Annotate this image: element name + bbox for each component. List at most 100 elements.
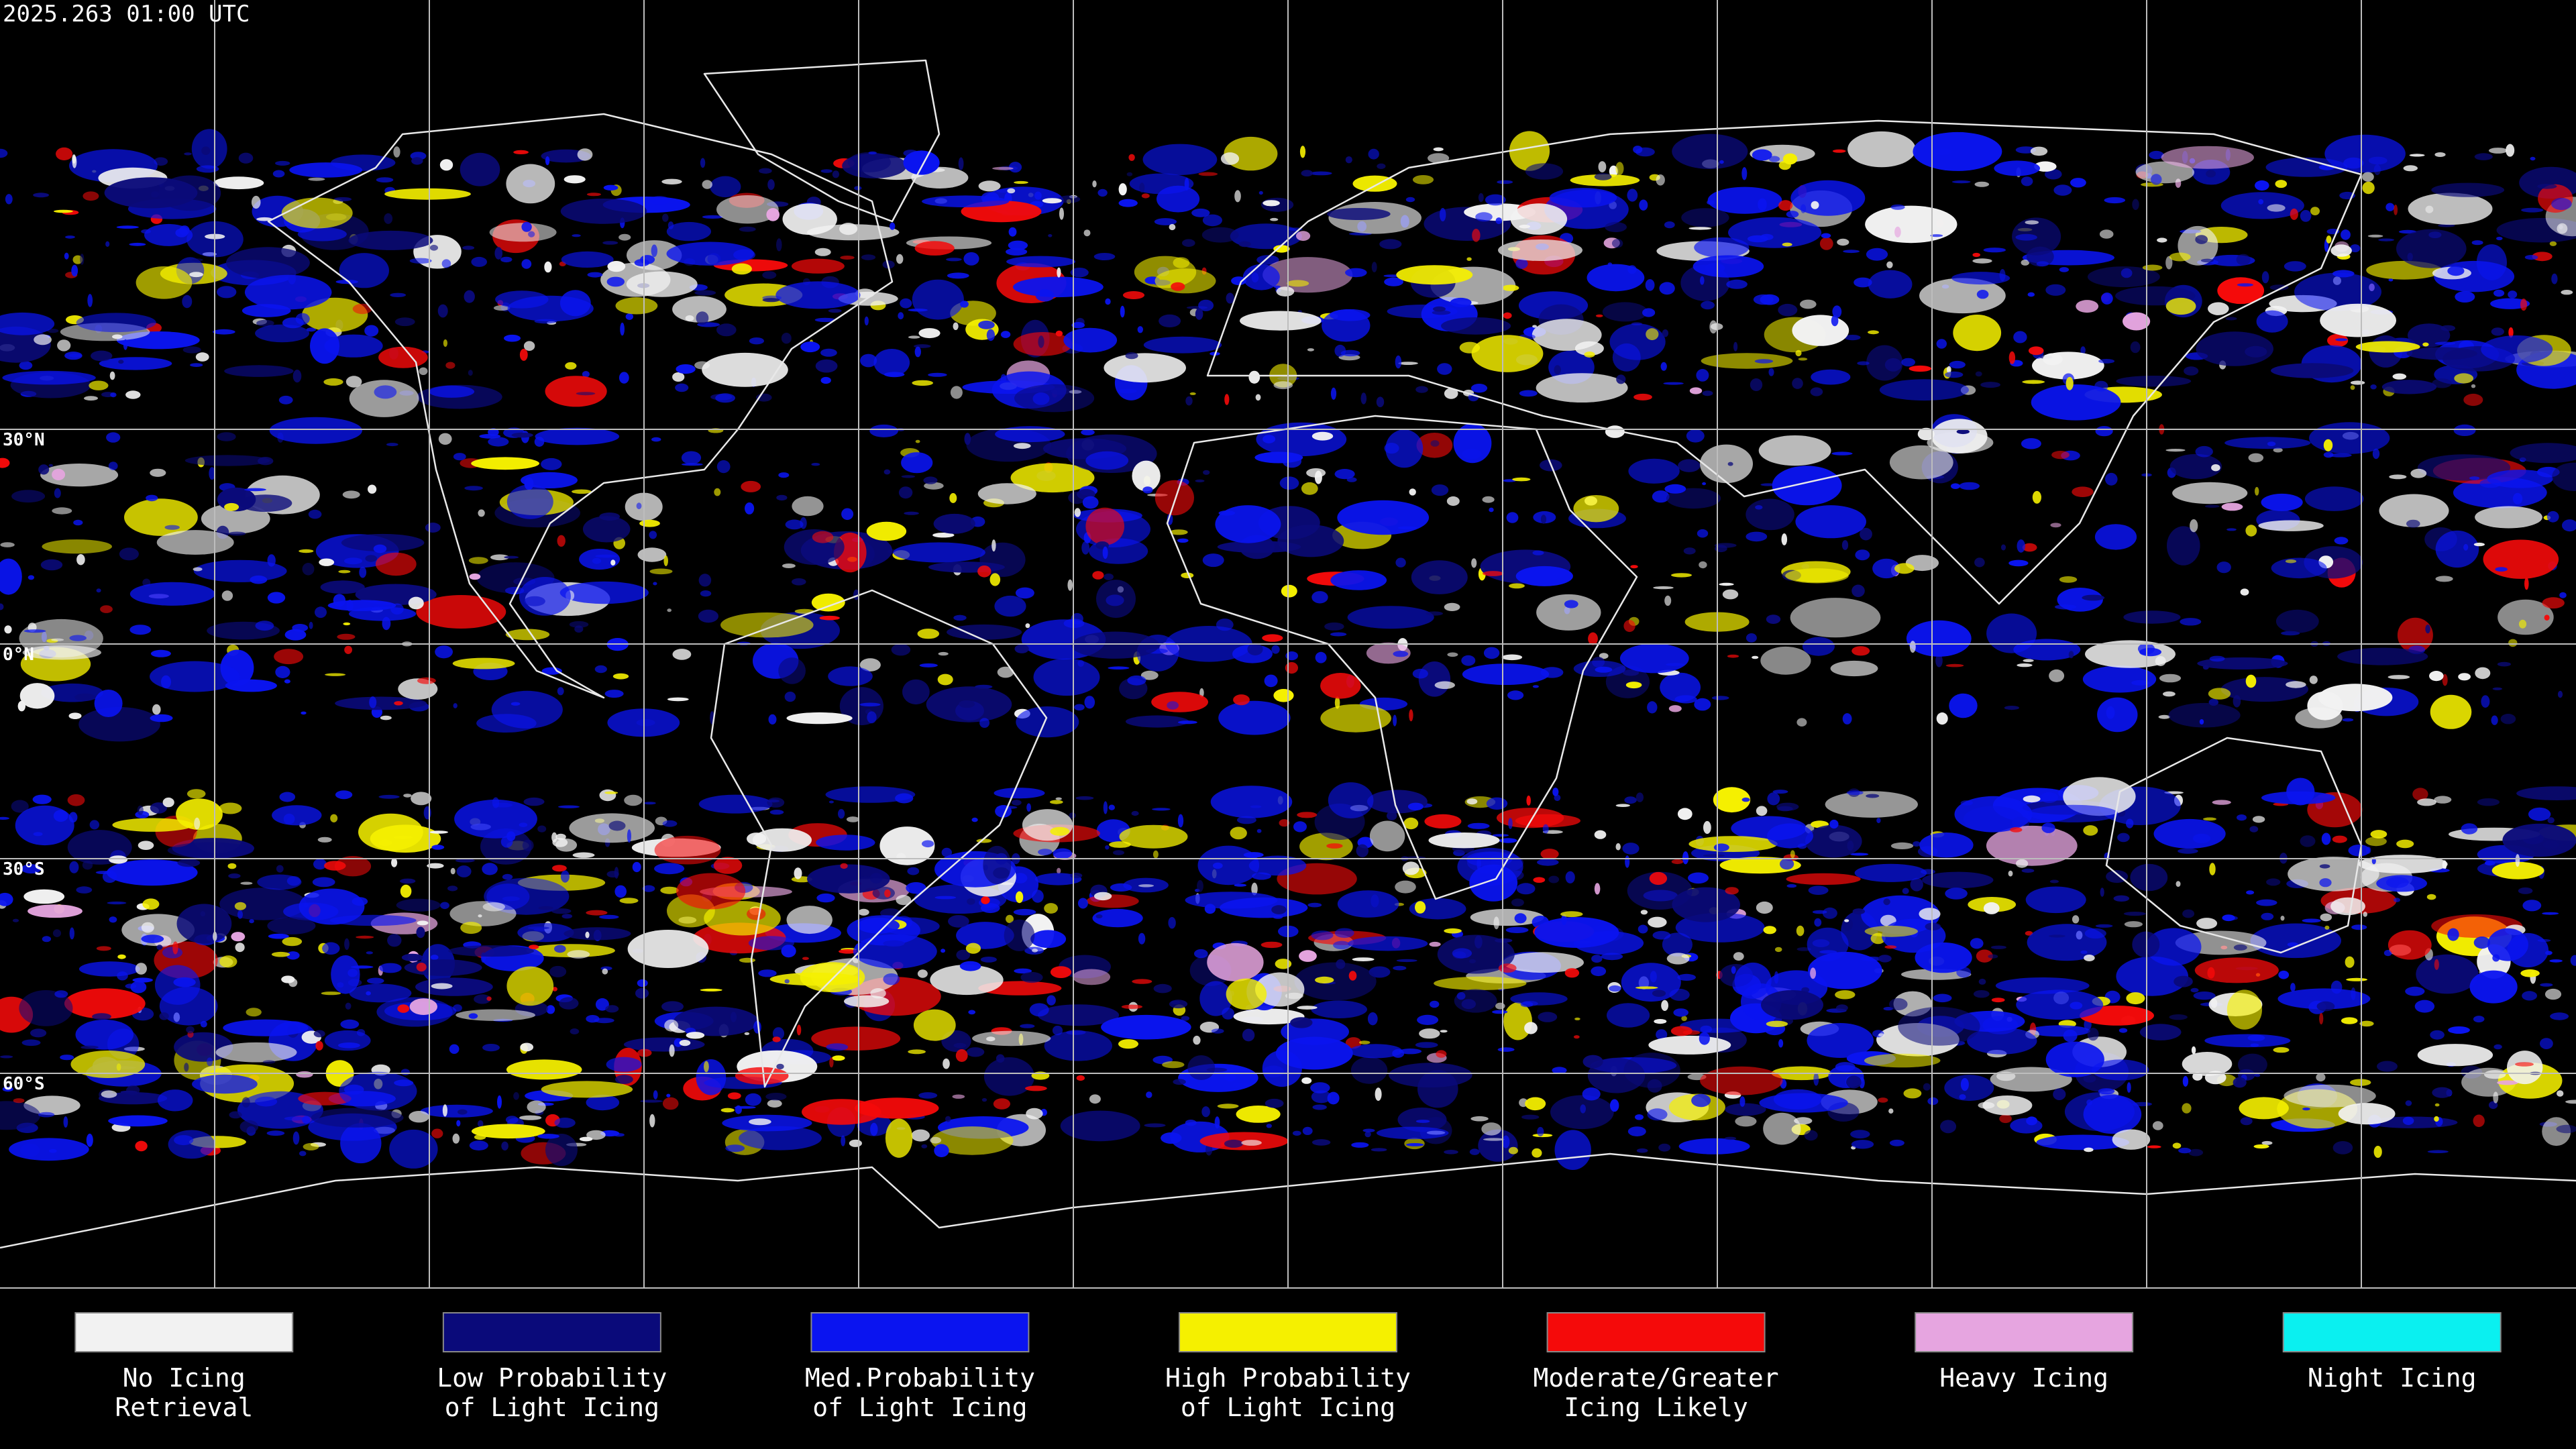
- icing-patch: [676, 873, 746, 910]
- icing-patch: [725, 1144, 745, 1152]
- icing-patch: [1185, 892, 1278, 909]
- icing-patch: [1542, 824, 1549, 834]
- icing-patch: [1032, 392, 1050, 405]
- icing-patch: [105, 241, 110, 247]
- legend-label: of Light Icing: [445, 1393, 659, 1422]
- icing-patch: [1230, 826, 1247, 840]
- icing-patch: [1983, 902, 2000, 914]
- icing-patch: [2378, 238, 2395, 241]
- icing-patch: [552, 987, 557, 991]
- icing-patch: [150, 714, 173, 722]
- icing-patch: [1652, 989, 1666, 998]
- icing-patch: [1609, 985, 1621, 992]
- icing-patch: [521, 259, 532, 269]
- icing-patch: [667, 697, 689, 702]
- icing-patch: [883, 973, 900, 985]
- icing-patch: [557, 687, 564, 696]
- icing-patch: [101, 1090, 117, 1098]
- icing-patch: [2284, 1084, 2376, 1108]
- icing-patch: [2429, 671, 2444, 682]
- icing-patch: [2447, 266, 2465, 276]
- icing-patch: [582, 371, 590, 378]
- icing-patch: [2491, 327, 2504, 336]
- icing-patch: [506, 1059, 582, 1080]
- icing-patch: [784, 979, 790, 984]
- icing-patch: [2490, 298, 2530, 309]
- icing-patch: [1691, 1093, 1711, 1108]
- icing-patch: [500, 836, 513, 848]
- icing-patch: [443, 339, 448, 347]
- icing-patch: [409, 258, 432, 264]
- icing-patch: [1417, 1014, 1439, 1025]
- icing-patch: [2116, 956, 2188, 996]
- icing-patch: [977, 566, 991, 578]
- icing-patch: [2359, 1020, 2374, 1027]
- icing-patch: [1471, 558, 1477, 568]
- latitude-label: 0°N: [3, 645, 34, 665]
- icing-patch: [251, 195, 261, 209]
- icing-patch: [1067, 579, 1073, 591]
- icing-patch: [993, 867, 1010, 879]
- icing-patch: [1159, 314, 1181, 327]
- icing-patch: [922, 840, 934, 848]
- icing-patch: [452, 1133, 460, 1144]
- icing-patch: [1181, 1016, 1190, 1021]
- icing-patch: [1074, 508, 1081, 517]
- icing-patch: [549, 965, 567, 977]
- icing-patch: [2492, 954, 2500, 962]
- icing-patch: [632, 861, 641, 873]
- icing-patch: [173, 977, 196, 987]
- icing-patch: [379, 963, 402, 973]
- icing-patch: [2491, 715, 2498, 725]
- icing-patch: [1923, 1083, 1931, 1091]
- icing-patch: [1014, 384, 1095, 413]
- icing-patch: [1560, 911, 1583, 918]
- icing-patch: [1976, 949, 1993, 963]
- icing-patch: [416, 595, 506, 629]
- icing-patch: [1786, 873, 1861, 885]
- icing-patch: [1884, 945, 1897, 949]
- icing-patch: [491, 690, 563, 729]
- icing-patch: [1356, 844, 1369, 857]
- icing-patch: [2273, 1046, 2290, 1053]
- icing-patch: [1532, 685, 1539, 688]
- icing-patch: [1104, 573, 1114, 580]
- icing-patch: [1761, 990, 1823, 1020]
- icing-patch: [1866, 794, 1880, 798]
- icing-patch: [857, 917, 900, 934]
- icing-patch: [430, 955, 439, 960]
- icing-patch: [1359, 1040, 1371, 1044]
- icing-patch: [2157, 237, 2167, 243]
- icing-patch: [762, 271, 777, 279]
- icing-patch: [267, 917, 316, 934]
- icing-patch: [989, 573, 1001, 586]
- icing-patch: [2309, 676, 2318, 684]
- icing-patch: [1444, 928, 1462, 934]
- icing-patch: [447, 885, 458, 892]
- icing-patch: [69, 861, 79, 873]
- icing-patch: [365, 555, 377, 562]
- icing-patch: [1635, 792, 1644, 802]
- icing-patch: [2265, 157, 2348, 177]
- icing-patch: [1697, 529, 1709, 538]
- icing-patch: [2184, 366, 2199, 376]
- icing-patch: [2332, 1141, 2353, 1155]
- icing-patch: [911, 1129, 930, 1142]
- icing-patch: [486, 996, 492, 1001]
- icing-patch: [2041, 822, 2055, 833]
- icing-patch: [501, 1141, 508, 1151]
- icing-patch: [2492, 687, 2502, 690]
- icing-patch: [1301, 170, 1313, 177]
- icing-patch: [2551, 197, 2572, 211]
- icing-patch: [896, 254, 904, 264]
- icing-patch: [1395, 557, 1406, 568]
- icing-patch: [1633, 393, 1652, 400]
- icing-patch: [1821, 233, 1831, 239]
- icing-patch: [116, 1063, 121, 1071]
- icing-patch: [727, 1092, 741, 1099]
- icing-patch: [1671, 859, 1684, 865]
- icing-patch: [1122, 291, 1145, 299]
- icing-patch: [661, 178, 682, 184]
- icing-patch: [1334, 469, 1355, 480]
- icing-patch: [932, 533, 955, 538]
